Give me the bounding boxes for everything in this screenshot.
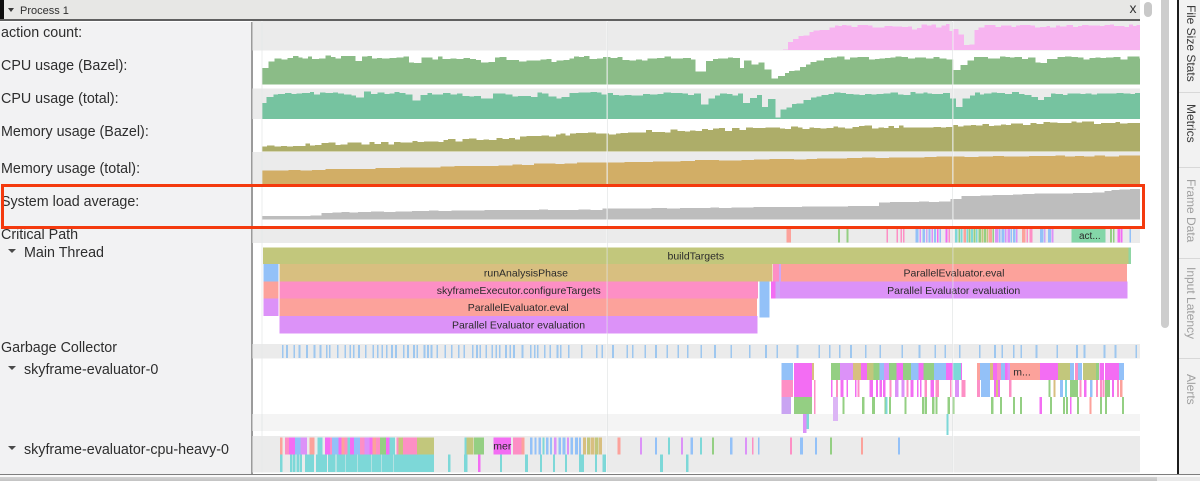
svg-text:ParallelEvaluator.eval: ParallelEvaluator.eval bbox=[468, 302, 569, 314]
svg-text:buildTargets: buildTargets bbox=[667, 250, 724, 262]
svg-text:act...: act... bbox=[1079, 231, 1101, 242]
svg-text:ParallelEvaluator.eval: ParallelEvaluator.eval bbox=[904, 268, 1005, 280]
svg-text:Parallel Evaluator evaluation: Parallel Evaluator evaluation bbox=[887, 285, 1020, 297]
svg-text:skyframeExecutor.configureTarg: skyframeExecutor.configureTargets bbox=[437, 285, 601, 297]
svg-text:runAnalysisPhase: runAnalysisPhase bbox=[484, 268, 568, 280]
svg-text:m...: m... bbox=[1013, 366, 1031, 378]
svg-text:mer: mer bbox=[493, 441, 512, 453]
svg-text:Parallel Evaluator evaluation: Parallel Evaluator evaluation bbox=[452, 319, 585, 331]
